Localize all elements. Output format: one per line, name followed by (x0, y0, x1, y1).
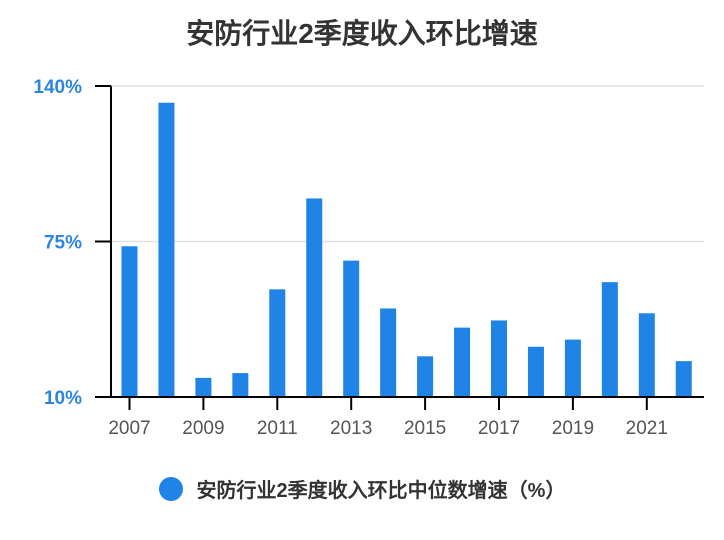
x-tick-label: 2011 (257, 418, 298, 439)
y-tick-label: 75% (44, 233, 82, 254)
gridlines (111, 85, 704, 243)
y-tick-label: 10% (44, 388, 82, 409)
bar-2008 (158, 102, 175, 397)
x-tick-label: 2019 (552, 418, 594, 439)
x-tick-label: 2009 (182, 418, 224, 439)
bar-2010 (232, 373, 249, 397)
legend: 安防行业2季度收入环比中位数增速（%） (0, 474, 724, 503)
x-tick-label: 2015 (404, 418, 446, 439)
bar-2016 (454, 327, 471, 397)
bar-2011 (269, 289, 286, 397)
chart-title: 安防行业2季度收入环比增速 (186, 18, 538, 49)
x-tick-label: 2013 (330, 418, 372, 439)
bar-2018 (527, 346, 544, 397)
bar-2020 (601, 282, 618, 397)
y-tick-label: 140% (33, 77, 82, 98)
bar-2012 (306, 198, 323, 397)
bars (121, 102, 692, 397)
bar-2017 (491, 320, 507, 397)
x-tick-label: 2017 (478, 418, 520, 439)
bar-2019 (564, 339, 581, 397)
legend-label: 安防行业2季度收入环比中位数增速（%） (196, 480, 566, 502)
x-tick-label: 2007 (108, 418, 150, 439)
bar-2013 (343, 260, 360, 397)
bar-2022 (675, 361, 692, 397)
bar-2015 (417, 356, 434, 397)
x-tick-label: 2021 (626, 418, 668, 439)
bar-2014 (380, 308, 397, 397)
bar-2007 (121, 246, 138, 397)
x-tick-labels: 2007 2009 2011 2013 2015 2017 2019 2021 (108, 418, 668, 439)
legend-marker (158, 476, 183, 501)
bar-2021 (638, 313, 655, 397)
bar-2009 (195, 377, 212, 397)
y-tick-labels: 10% 75% 140% (33, 77, 82, 409)
axes (95, 85, 704, 410)
